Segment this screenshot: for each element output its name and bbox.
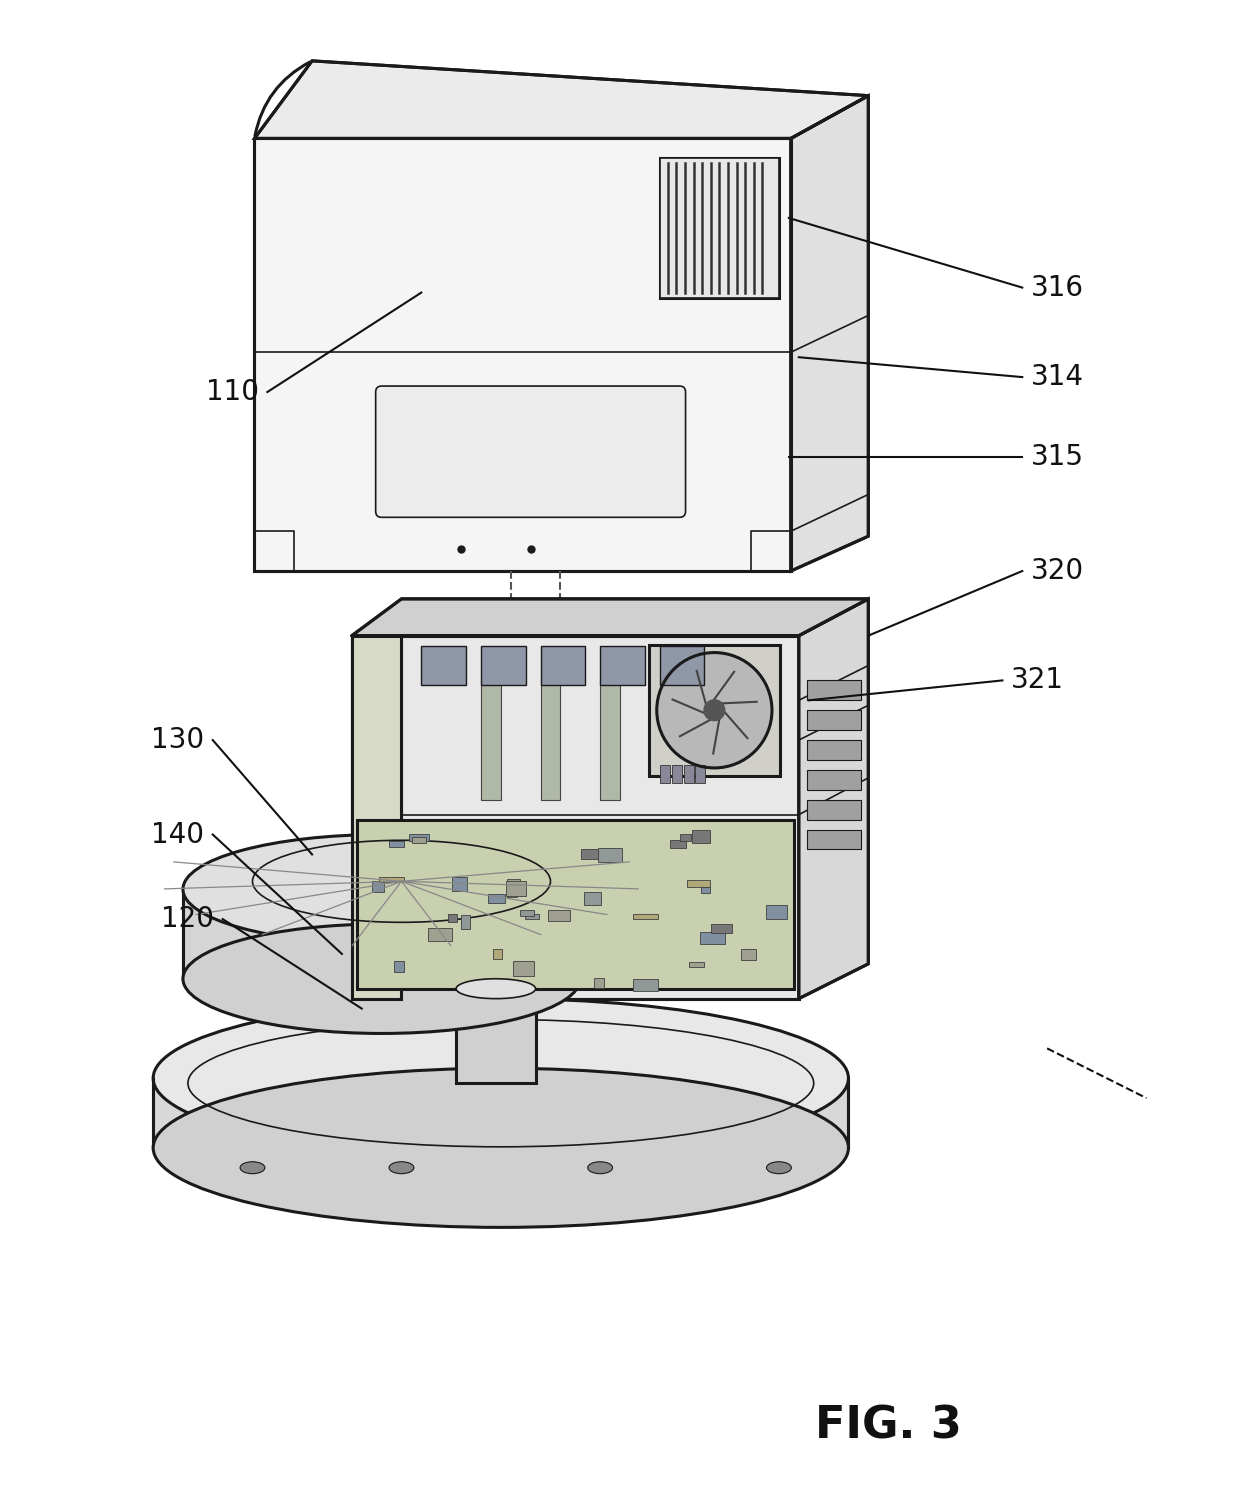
Text: 120: 120 [161,904,215,933]
Bar [541,681,560,800]
Bar [807,770,862,790]
Bar [742,950,756,960]
Ellipse shape [184,835,580,944]
Bar [683,766,693,782]
Bar [548,911,570,921]
Bar [807,740,862,760]
Polygon shape [184,889,580,978]
Bar [660,646,704,686]
Polygon shape [254,139,791,571]
Bar [692,831,711,844]
Ellipse shape [154,1068,848,1228]
Bar [388,841,404,847]
Bar [594,978,604,988]
Bar [422,646,466,686]
Text: 110: 110 [206,378,259,406]
Bar [541,646,585,686]
Ellipse shape [184,924,580,1033]
Bar [494,948,502,959]
Bar [409,835,429,841]
Bar [584,892,601,904]
Bar [456,989,536,1083]
Bar [689,962,704,968]
Bar [687,880,709,888]
Bar [598,849,622,862]
Bar [702,886,711,892]
Bar [412,837,427,843]
Polygon shape [791,95,868,571]
Bar [807,681,862,701]
Text: FIG. 3: FIG. 3 [815,1404,961,1448]
Ellipse shape [241,1161,265,1173]
Bar [807,800,862,820]
Text: 321: 321 [1011,666,1064,695]
Bar [649,645,780,776]
Text: 315: 315 [1030,442,1084,471]
Bar [448,914,458,923]
Polygon shape [254,60,868,139]
Bar [507,879,520,883]
Bar [481,646,526,686]
Bar [507,888,517,897]
Ellipse shape [766,1161,791,1173]
Bar [379,877,404,882]
Bar [660,766,670,782]
Bar [460,915,470,929]
Bar [672,766,682,782]
Text: 130: 130 [151,726,205,753]
Text: 316: 316 [1030,273,1084,302]
Text: 314: 314 [1030,362,1084,391]
Polygon shape [352,636,799,998]
Bar [521,909,534,915]
Polygon shape [352,599,868,636]
Polygon shape [352,636,402,998]
Bar [506,880,526,895]
Bar [600,646,645,686]
Polygon shape [660,159,779,297]
Polygon shape [154,1078,848,1148]
Circle shape [704,699,724,720]
Bar [451,877,466,891]
Bar [634,914,658,920]
Bar [357,820,794,989]
Bar [765,904,787,918]
Ellipse shape [389,1161,414,1173]
Polygon shape [799,599,868,998]
Bar [525,914,539,920]
Ellipse shape [588,1161,613,1173]
Bar [701,933,725,944]
Bar [660,159,779,297]
Bar [372,882,384,892]
Bar [481,681,501,800]
Ellipse shape [456,978,536,998]
Bar [696,766,706,782]
Bar [634,980,658,991]
Bar [393,960,404,972]
FancyBboxPatch shape [376,387,686,518]
Text: 140: 140 [151,820,205,849]
Bar [428,929,453,941]
Bar [681,835,691,841]
Bar [711,924,733,933]
Circle shape [657,652,773,769]
Bar [670,840,686,847]
Bar [512,960,533,975]
Bar [807,710,862,731]
Bar [489,894,505,903]
Bar [582,849,599,859]
Bar [600,681,620,800]
Bar [807,829,862,850]
Text: 320: 320 [1030,557,1084,584]
Ellipse shape [154,998,848,1158]
